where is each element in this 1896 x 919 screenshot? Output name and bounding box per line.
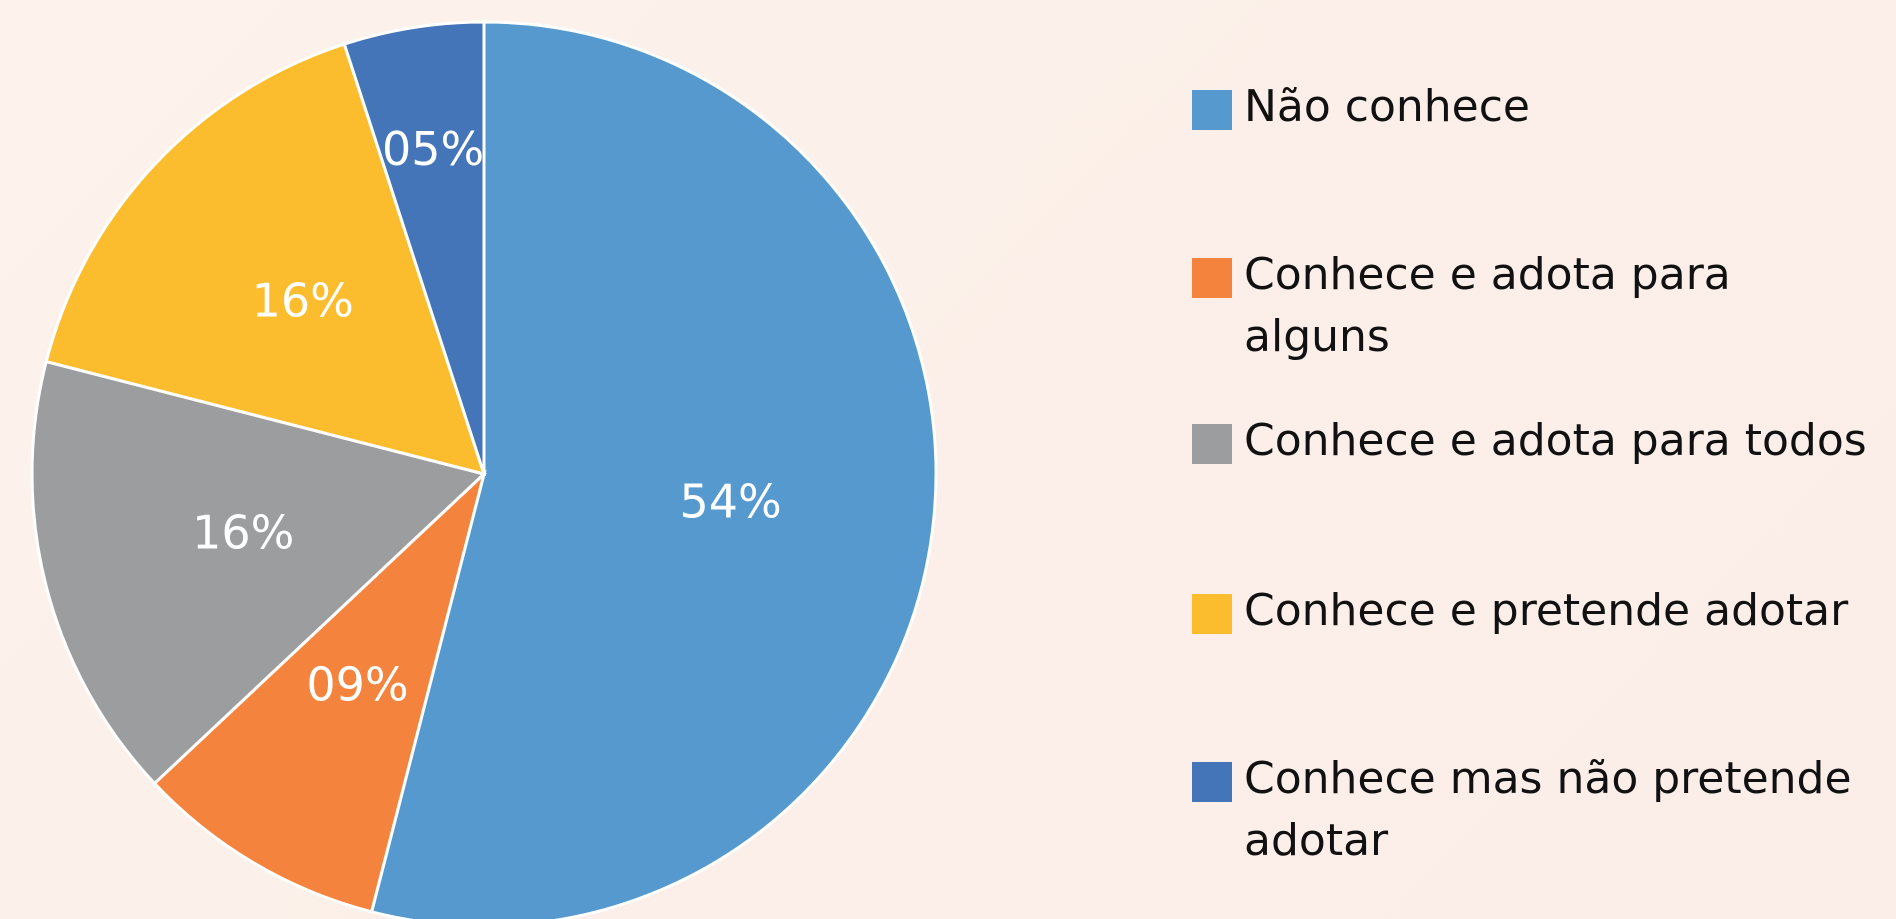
legend-item: Conhece e adota para todos [1192,415,1884,472]
legend-item: Conhece e adota para alguns [1192,249,1884,368]
legend-label: Conhece e adota para alguns [1244,249,1731,362]
data-label: 16% [252,273,354,327]
data-label: 16% [192,505,294,559]
legend: Não conhece Conhece e adota para alguns Co… [1192,0,1892,919]
data-label: 05% [382,122,484,176]
legend-item: Não conhece [1192,81,1884,138]
legend-swatch [1192,762,1232,802]
pie-slice [152,469,487,914]
data-label: 54% [680,475,782,529]
pie-slice [44,42,487,477]
legend-item: Conhece mas não pretende adotar [1192,753,1884,872]
legend-swatch [1192,258,1232,298]
legend-label: Conhece mas não pretende adotar [1244,753,1852,866]
legend-swatch [1192,90,1232,130]
data-label: 09% [306,657,408,711]
legend-item: Conhece e pretende adotar [1192,585,1884,642]
pie-slice [342,20,486,475]
legend-label: Conhece e adota para todos [1244,415,1867,466]
pie-slice [369,20,938,919]
legend-swatch [1192,594,1232,634]
legend-label: Não conhece [1244,81,1530,132]
pie-slice [30,359,488,786]
legend-swatch [1192,424,1232,464]
legend-label: Conhece e pretende adotar [1244,585,1849,636]
